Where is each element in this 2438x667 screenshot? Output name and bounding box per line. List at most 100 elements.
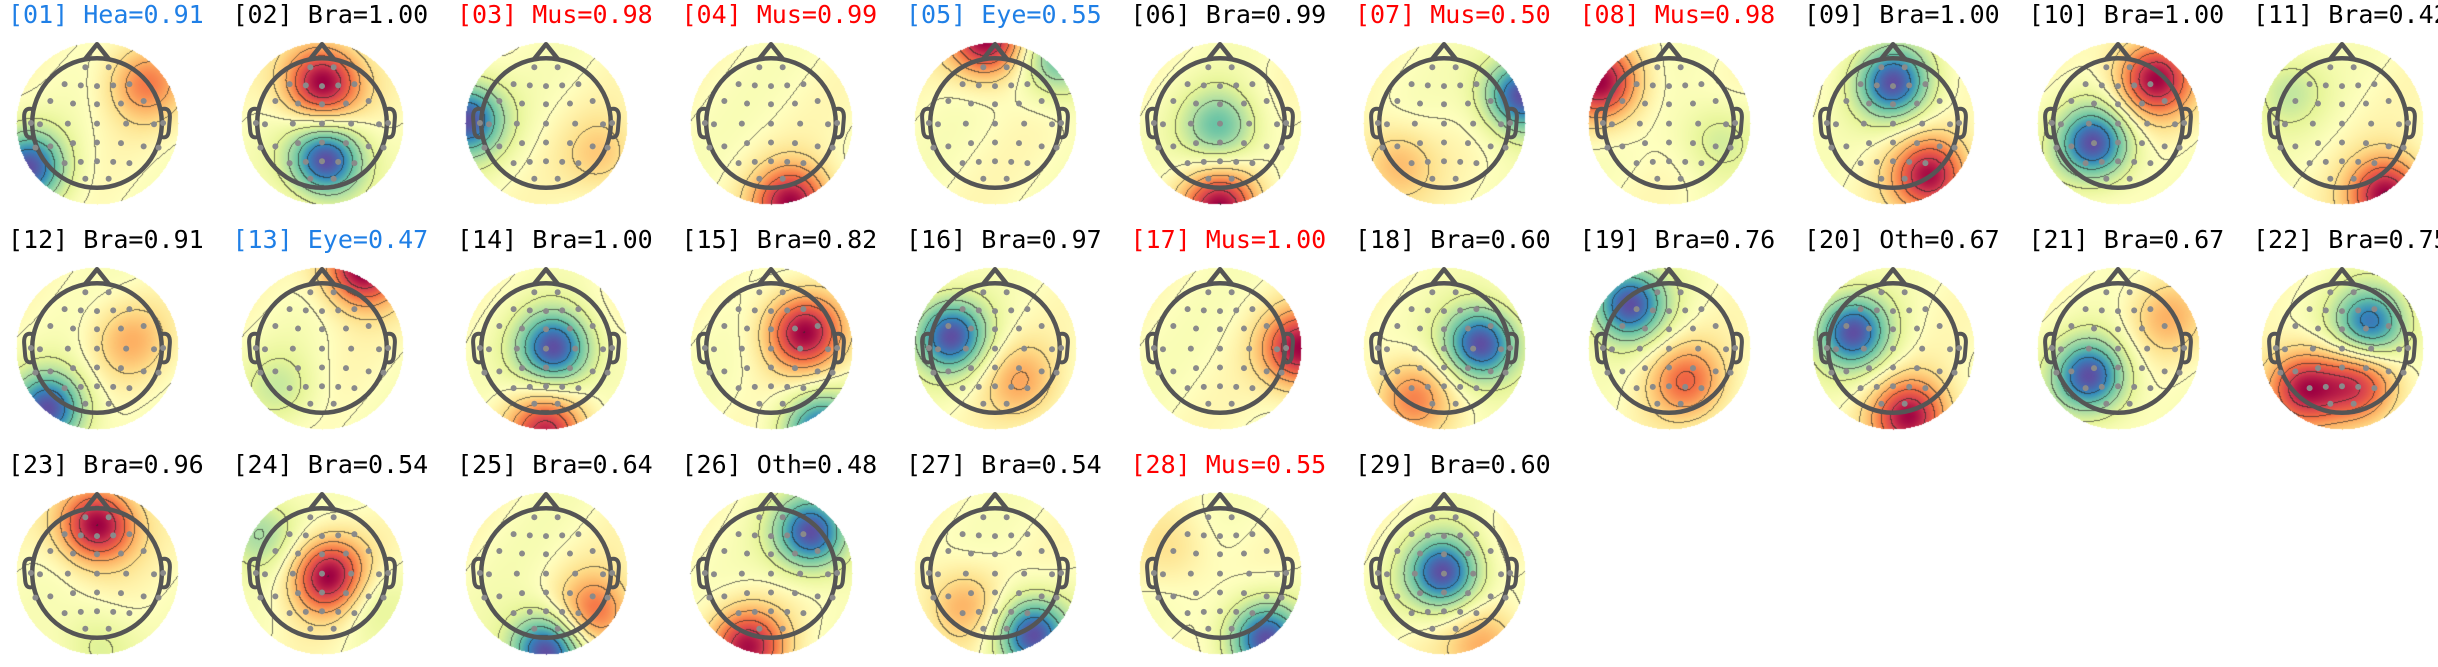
- electrode-dot: [1677, 289, 1684, 296]
- electrode-dot: [123, 345, 130, 352]
- electrode-dot: [1008, 82, 1015, 89]
- electrode-dot: [2161, 322, 2168, 329]
- electrode-dot: [485, 121, 492, 128]
- left-ear-marker: [1593, 331, 1605, 365]
- electrode-dot: [783, 158, 790, 165]
- electrode-dot: [1487, 322, 1494, 329]
- head-outline-overlay: [1144, 491, 1295, 641]
- electrode-dot: [302, 307, 309, 314]
- electrode-dot: [1457, 532, 1464, 539]
- electrode-dot: [2180, 120, 2187, 126]
- electrode-dot: [1641, 365, 1648, 372]
- electrode-dot: [2292, 143, 2299, 150]
- left-ear-marker: [22, 331, 33, 365]
- electrode-dot: [105, 289, 112, 296]
- electrode-dot: [1487, 97, 1494, 104]
- electrode-dot: [743, 100, 750, 107]
- electrode-dot: [1649, 383, 1656, 390]
- electrode-dot: [2114, 364, 2121, 371]
- electrode-dot: [342, 100, 349, 107]
- electrode-dot: [2126, 289, 2133, 296]
- electrode-dot: [2355, 82, 2362, 89]
- electrode-dot: [1498, 346, 1505, 353]
- electrode-dot: [2405, 345, 2412, 351]
- electrode-dot: [1832, 121, 1839, 128]
- electrode-dot: [1003, 64, 1010, 71]
- left-ear-marker: [471, 106, 482, 140]
- electrode-dot: [2315, 325, 2322, 332]
- electrode-dot: [126, 610, 133, 617]
- electrode-dot: [1240, 590, 1247, 597]
- electrode-dot: [720, 322, 727, 329]
- electrode-dot: [1913, 140, 1920, 147]
- electrode-dot: [2405, 120, 2412, 126]
- electrode-dot: [1038, 143, 1045, 150]
- right-ear-marker: [610, 556, 621, 590]
- electrode-dot: [554, 625, 561, 632]
- nose-marker: [1654, 41, 1683, 61]
- electrode-dot: [767, 158, 774, 165]
- topomap: [12, 263, 182, 433]
- electrode-dot: [1169, 97, 1176, 104]
- electrode-dot: [2385, 322, 2392, 329]
- electrode-dot: [64, 120, 71, 127]
- electrode-dot: [1890, 308, 1896, 315]
- nose-marker: [1205, 491, 1234, 511]
- electrode-dot: [543, 308, 549, 315]
- electrode-dot: [531, 289, 538, 296]
- electrode-dot: [1058, 570, 1065, 576]
- electrode-dot: [1470, 120, 1477, 127]
- electrode-dot: [1200, 307, 1207, 314]
- nose-marker: [1430, 491, 1458, 511]
- electrode-dot: [1008, 383, 1015, 390]
- electrode-dot: [710, 346, 717, 353]
- electrode-dot: [2339, 326, 2345, 333]
- electrode-dot: [334, 307, 341, 314]
- electrode-dot: [600, 346, 607, 353]
- electrode-dot: [117, 550, 124, 557]
- electrode-dot: [720, 547, 727, 554]
- electrode-dot: [1429, 400, 1436, 407]
- electrode-dot: [286, 385, 293, 392]
- electrode-dot: [1248, 160, 1255, 167]
- right-ear-marker: [161, 331, 172, 365]
- electrode-dot: [1913, 365, 1920, 372]
- electrode-dot: [47, 143, 54, 150]
- electrode-dot: [347, 120, 354, 127]
- electrode-dot: [2082, 385, 2089, 392]
- electrode-dot: [2385, 97, 2392, 104]
- electrode-dot: [1394, 97, 1401, 104]
- electrode-dot: [735, 610, 742, 617]
- electrode-dot: [1689, 365, 1696, 372]
- electrode-dot: [380, 369, 387, 376]
- electrode-dot: [1429, 175, 1436, 182]
- electrode-dot: [1457, 307, 1464, 314]
- electrode-dot: [1240, 100, 1247, 107]
- electrode-dot: [2368, 120, 2375, 127]
- electrode-dot: [1689, 100, 1696, 107]
- electrode-dot: [1273, 571, 1280, 578]
- electrode-dot: [271, 593, 278, 600]
- electrode-dot: [779, 400, 786, 407]
- electrode-dot: [123, 120, 130, 127]
- electrode-dot: [531, 64, 538, 71]
- electrode-dot: [1003, 625, 1010, 632]
- electrode-dot: [2322, 307, 2329, 314]
- electrode-dot: [589, 593, 596, 600]
- electrode-dot: [61, 160, 68, 167]
- electrode-dot: [61, 610, 68, 617]
- topomap: [2257, 38, 2427, 208]
- electrode-dot: [2306, 306, 2313, 313]
- electrode-dot: [2098, 383, 2105, 390]
- electrode-dot: [705, 144, 712, 151]
- electrode-dot: [2130, 158, 2137, 165]
- electrode-dot: [271, 143, 278, 150]
- electrode-dot: [779, 175, 786, 182]
- electrode-dot: [543, 570, 549, 577]
- electrode-dot: [286, 531, 293, 538]
- left-ear-marker: [1144, 331, 1156, 365]
- electrode-dot: [1452, 64, 1459, 71]
- electrode-dot: [1216, 364, 1223, 371]
- electrode-dot: [1169, 368, 1176, 375]
- electrode-dot: [1890, 383, 1896, 390]
